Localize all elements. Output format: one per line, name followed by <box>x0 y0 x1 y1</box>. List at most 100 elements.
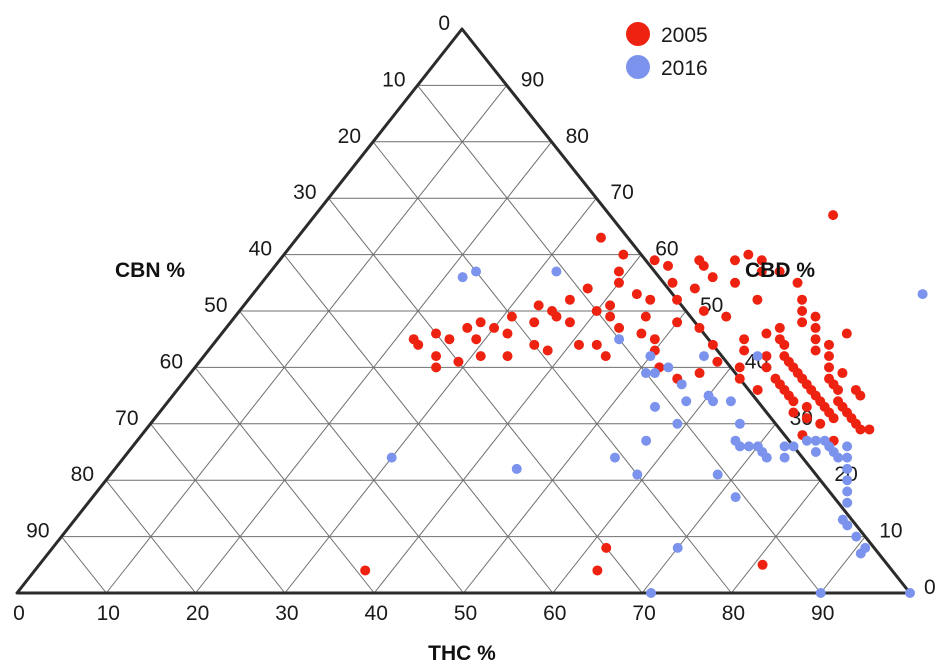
tick-label-cbn: 80 <box>71 463 94 486</box>
point-2005 <box>734 373 745 384</box>
point-2005 <box>739 334 750 345</box>
tick-label-cbn: 90 <box>26 520 49 543</box>
point-2016 <box>810 447 821 457</box>
tick-label-cbn: 70 <box>115 407 138 430</box>
point-2005 <box>542 345 553 356</box>
legend-label-2016: 2016 <box>661 57 708 80</box>
point-2016 <box>842 475 853 486</box>
grid-line-thc <box>731 479 821 594</box>
point-2005 <box>788 407 799 418</box>
point-2016 <box>641 435 652 446</box>
point-2016 <box>779 441 790 452</box>
point-2005 <box>743 249 754 260</box>
point-2005 <box>667 277 678 288</box>
point-2005 <box>712 356 723 367</box>
tick-label-cbn: 0 <box>438 12 450 35</box>
point-2005 <box>864 424 875 435</box>
tick-label-cbd: 70 <box>610 181 633 204</box>
point-2005 <box>801 413 812 424</box>
point-2005 <box>618 249 629 260</box>
point-2005 <box>601 542 612 553</box>
point-2005 <box>779 384 790 395</box>
point-2005 <box>471 334 482 345</box>
point-2005 <box>815 418 826 429</box>
point-2005 <box>823 339 834 350</box>
point-2005 <box>729 255 740 266</box>
point-2005 <box>757 559 768 570</box>
point-2016 <box>842 497 853 508</box>
point-2016 <box>917 289 928 300</box>
grid-line-cbn <box>194 367 375 594</box>
point-2005 <box>672 294 683 305</box>
grid-line-cbn <box>105 479 196 594</box>
point-2005 <box>774 334 785 345</box>
point-2005 <box>640 311 651 322</box>
tick-label-cbn: 10 <box>382 68 405 91</box>
point-2005 <box>360 565 371 576</box>
point-2016 <box>842 520 853 531</box>
point-2005 <box>837 368 848 379</box>
point-2016 <box>646 588 657 598</box>
point-2016 <box>672 418 683 429</box>
point-2005 <box>752 384 763 395</box>
point-2016 <box>471 266 482 277</box>
point-2005 <box>614 322 625 333</box>
grid-line-thc <box>820 536 866 594</box>
point-2005 <box>761 351 772 362</box>
point-2005 <box>756 266 767 277</box>
tick-label-cbd: 90 <box>521 68 544 91</box>
point-2016 <box>708 396 719 407</box>
point-2005 <box>564 317 575 328</box>
grid-line-thc <box>552 367 732 594</box>
point-2005 <box>489 322 500 333</box>
point-2005 <box>605 300 616 311</box>
point-2005 <box>694 322 705 333</box>
tick-labels: 0 10 20 30 40 50 60 70 80 90 0 10 20 30 40 50 60 70 80 90 0 1… <box>13 12 936 625</box>
legend: 2005 2016 <box>626 22 708 80</box>
point-2016 <box>810 435 821 446</box>
point-2016 <box>650 401 660 412</box>
grid-line-thc <box>284 197 597 594</box>
point-2005 <box>475 351 486 362</box>
point-2005 <box>529 317 540 328</box>
point-2016 <box>734 441 745 452</box>
point-2005 <box>828 210 839 221</box>
point-2005 <box>841 328 852 339</box>
point-2005 <box>645 294 656 305</box>
ternary-frame <box>15 27 912 595</box>
point-2005 <box>707 339 718 350</box>
tick-label-cbd: 60 <box>655 238 678 261</box>
tick-label-cbn: 50 <box>204 294 227 317</box>
tick-label-cbd: 80 <box>566 125 589 148</box>
point-2005 <box>761 328 772 339</box>
point-2005 <box>797 317 808 328</box>
point-2016 <box>712 469 723 480</box>
point-2005 <box>752 294 763 305</box>
point-2016 <box>672 542 683 553</box>
point-2016 <box>842 486 853 497</box>
point-2005 <box>707 272 718 283</box>
point-2005 <box>431 351 442 362</box>
point-2005 <box>694 368 705 379</box>
point-2016 <box>725 396 736 407</box>
point-2005 <box>533 300 544 311</box>
point-2005 <box>408 334 419 345</box>
grid-line-cbn <box>61 536 107 594</box>
point-2005 <box>573 339 584 350</box>
point-2005 <box>605 311 616 322</box>
grid-line-thc <box>105 85 508 594</box>
tick-label-cbd: 10 <box>879 520 902 543</box>
point-2016 <box>676 379 687 390</box>
point-2016 <box>551 266 562 277</box>
point-2016 <box>842 441 853 452</box>
tick-label-cbn: 40 <box>249 238 272 261</box>
grid-line-cbn <box>328 197 643 594</box>
point-2005 <box>672 317 683 328</box>
point-2016 <box>681 396 692 407</box>
point-2016 <box>815 588 826 598</box>
point-2005 <box>855 424 866 435</box>
tick-label-thc: 40 <box>365 602 388 625</box>
point-2005 <box>833 384 844 395</box>
point-2016 <box>842 463 853 474</box>
